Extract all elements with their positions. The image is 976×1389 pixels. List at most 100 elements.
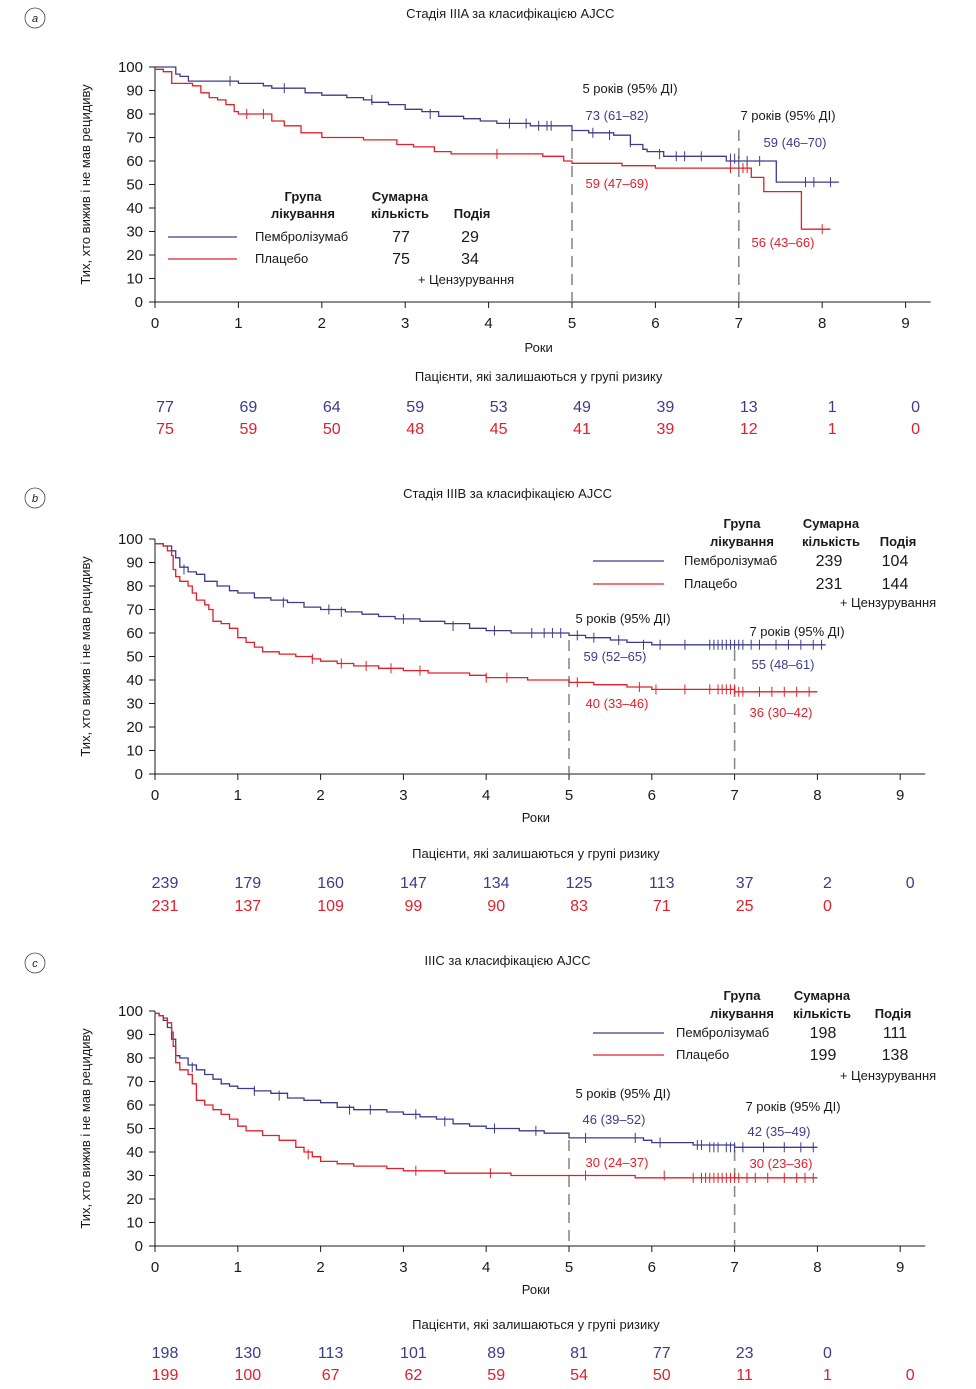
legend-header: Група xyxy=(285,189,323,204)
risk-placebo-value: 41 xyxy=(573,421,591,438)
risk-placebo-value: 48 xyxy=(406,421,424,438)
y-tick-label: 80 xyxy=(126,578,143,595)
y-tick-label: 60 xyxy=(126,625,143,642)
risk-pembro-value: 113 xyxy=(318,1345,344,1362)
landmark-5y-label: 5 років (95% ДІ) xyxy=(575,1086,670,1101)
legend-header: Сумарна xyxy=(803,516,860,531)
risk-placebo-value: 109 xyxy=(317,898,344,915)
legend-header: лікування xyxy=(710,1006,774,1021)
risk-placebo-value: 62 xyxy=(405,1367,423,1384)
y-tick-label: 90 xyxy=(126,555,143,572)
landmark-7y-label: 7 років (95% ДІ) xyxy=(740,108,835,123)
x-tick-label: 4 xyxy=(484,315,492,332)
legend-series-name: Пембролізумаб xyxy=(684,553,777,568)
risk-pembro-value: 2 xyxy=(823,875,832,892)
risk-pembro-value: 147 xyxy=(400,875,427,892)
legend-total: 198 xyxy=(810,1025,837,1042)
legend-series-name: Пембролізумаб xyxy=(676,1025,769,1040)
legend-header: лікування xyxy=(710,534,774,549)
y-tick-label: 80 xyxy=(126,1050,143,1067)
y-tick-label: 90 xyxy=(126,83,143,100)
landmark-7y-label: 7 років (95% ДІ) xyxy=(745,1099,840,1114)
risk-pembro-value: 0 xyxy=(911,399,920,416)
y-tick-label: 90 xyxy=(126,1027,143,1044)
risk-placebo-value: 59 xyxy=(487,1367,505,1384)
risk-pembro-value: 81 xyxy=(570,1345,588,1362)
legend-header: Подія xyxy=(454,206,491,221)
x-tick-label: 8 xyxy=(813,787,821,804)
placebo-km-curve xyxy=(155,543,818,693)
risk-pembro-value: 89 xyxy=(487,1345,505,1362)
y-axis-label: Тих, хто вижив і не мав рецидиву xyxy=(78,1028,93,1229)
risk-pembro-value: 69 xyxy=(240,399,258,416)
x-tick-label: 0 xyxy=(151,315,159,332)
placebo-7y-estimate: 30 (23–36) xyxy=(750,1156,813,1171)
legend-header: Подія xyxy=(875,1006,912,1021)
x-tick-label: 0 xyxy=(151,787,159,804)
risk-placebo-value: 45 xyxy=(490,421,508,438)
x-tick-label: 5 xyxy=(565,1259,573,1276)
legend-events: 104 xyxy=(882,553,909,570)
y-tick-label: 30 xyxy=(126,224,143,241)
chart-title: IIIC за класифікацією AJCC xyxy=(425,953,591,968)
risk-placebo-value: 100 xyxy=(234,1367,261,1384)
censor-legend: + Цензурування xyxy=(840,1068,936,1083)
x-axis-label: Роки xyxy=(524,340,552,355)
pembro-5y-estimate: 73 (61–82) xyxy=(586,108,649,123)
legend-header: Група xyxy=(724,988,762,1003)
placebo-5y-estimate: 59 (47–69) xyxy=(586,176,649,191)
x-axis-label: Роки xyxy=(522,810,550,825)
risk-pembro-value: 64 xyxy=(323,399,341,416)
panel-letter-circle xyxy=(24,7,46,29)
pembro-km-curve xyxy=(155,1012,818,1148)
risk-placebo-value: 1 xyxy=(823,1367,832,1384)
pembro-7y-estimate: 55 (48–61) xyxy=(752,657,815,672)
panel-letter-circle xyxy=(24,487,46,509)
panel-letter-circle xyxy=(24,952,46,974)
placebo-5y-estimate: 30 (24–37) xyxy=(586,1155,649,1170)
risk-pembro-value: 49 xyxy=(573,399,591,416)
risk-pembro-value: 113 xyxy=(649,875,675,892)
y-tick-label: 0 xyxy=(135,1238,143,1255)
legend-series-name: Плацебо xyxy=(255,251,308,266)
legend-header: Подія xyxy=(880,534,917,549)
x-tick-label: 7 xyxy=(730,787,738,804)
legend-events: 111 xyxy=(883,1025,907,1042)
chart-title: Стадія IIIA за класифікацією AJCC xyxy=(406,6,614,21)
pembro-5y-estimate: 59 (52–65) xyxy=(584,649,647,664)
y-tick-label: 30 xyxy=(126,696,143,713)
y-tick-label: 0 xyxy=(135,294,143,311)
x-tick-label: 7 xyxy=(730,1259,738,1276)
x-tick-label: 9 xyxy=(896,1259,904,1276)
panel-letter: a xyxy=(32,13,38,25)
y-tick-label: 100 xyxy=(118,531,143,548)
risk-pembro-value: 125 xyxy=(566,875,593,892)
legend-series-name: Плацебо xyxy=(676,1047,729,1062)
y-tick-label: 70 xyxy=(126,1074,143,1091)
x-tick-label: 7 xyxy=(735,315,743,332)
risk-table-title: Пацієнти, які залишаються у групі ризику xyxy=(412,1317,660,1332)
risk-pembro-value: 23 xyxy=(736,1345,754,1362)
risk-placebo-value: 0 xyxy=(906,1367,915,1384)
legend-series-name: Плацебо xyxy=(684,576,737,591)
risk-placebo-value: 83 xyxy=(570,898,588,915)
risk-pembro-value: 77 xyxy=(653,1345,671,1362)
y-tick-label: 100 xyxy=(118,1003,143,1020)
x-tick-label: 9 xyxy=(901,315,909,332)
y-axis-label: Тих, хто вижив і не мав рецидиву xyxy=(78,556,93,757)
risk-pembro-value: 37 xyxy=(736,875,754,892)
legend-total: 239 xyxy=(816,553,843,570)
x-tick-label: 5 xyxy=(568,315,576,332)
risk-placebo-value: 1 xyxy=(828,421,837,438)
y-tick-label: 10 xyxy=(126,1215,143,1232)
placebo-7y-estimate: 56 (43–66) xyxy=(752,235,815,250)
y-tick-label: 40 xyxy=(126,672,143,689)
risk-placebo-value: 12 xyxy=(740,421,758,438)
legend-total: 199 xyxy=(810,1047,837,1064)
legend-events: 34 xyxy=(461,251,479,268)
y-tick-label: 60 xyxy=(126,1097,143,1114)
placebo-km-curve xyxy=(155,1012,818,1179)
landmark-5y-label: 5 років (95% ДІ) xyxy=(575,611,670,626)
y-tick-label: 20 xyxy=(126,247,143,264)
